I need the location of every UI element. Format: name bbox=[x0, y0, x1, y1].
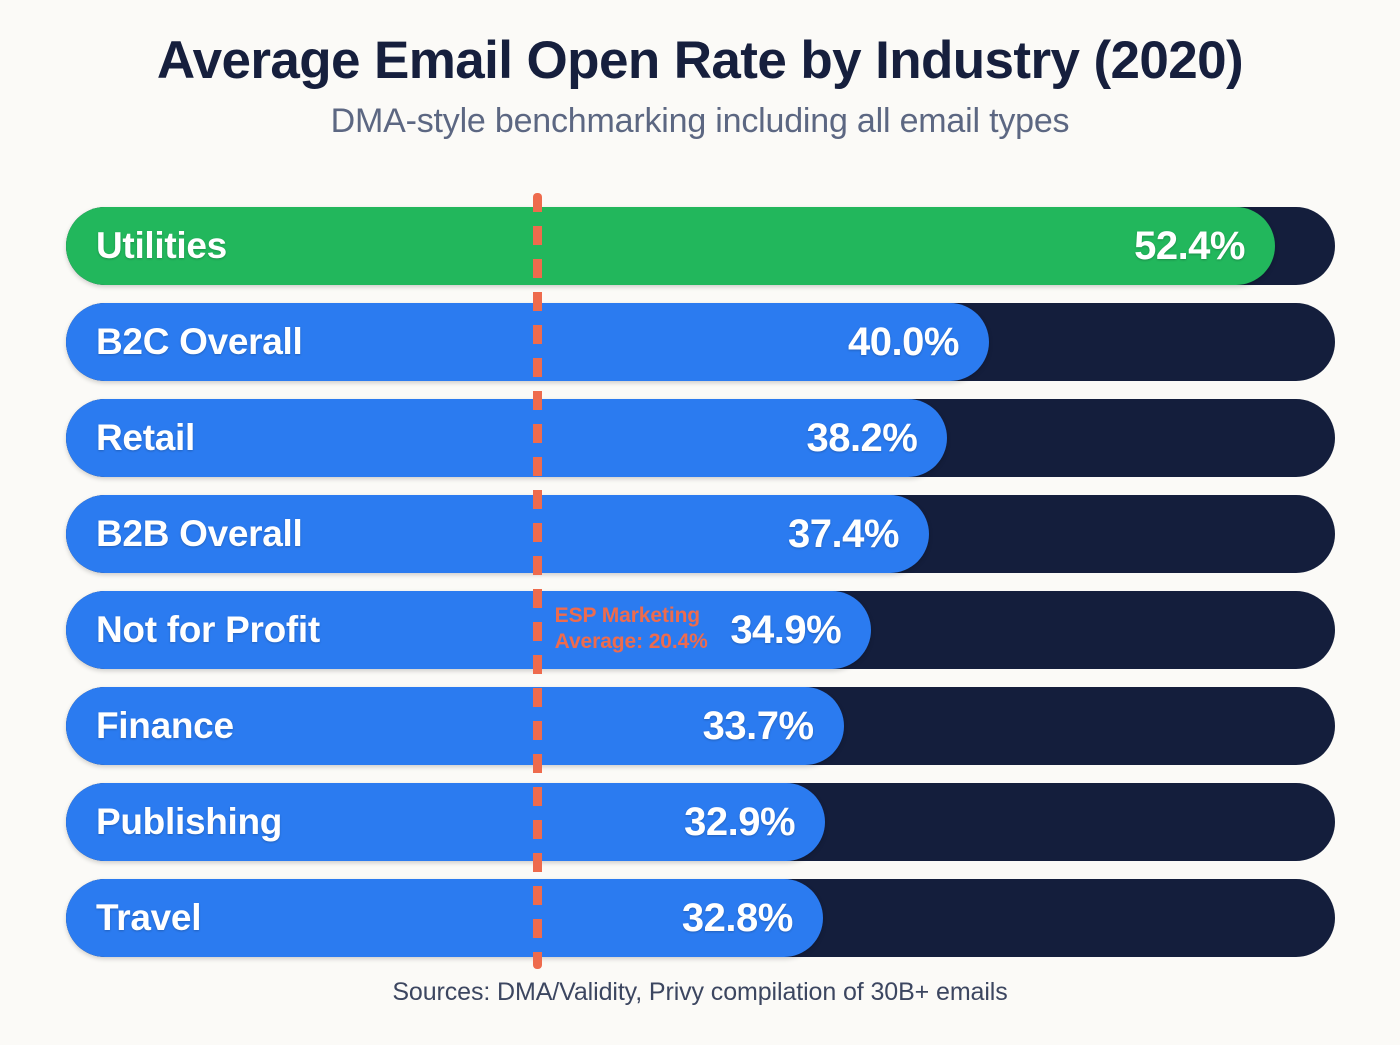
bar-fill bbox=[66, 303, 989, 381]
bar-value-label: 38.2% bbox=[806, 416, 918, 460]
bar-category-label: B2C Overall bbox=[96, 321, 303, 362]
bar-value-label: 34.9% bbox=[730, 608, 842, 652]
bar-fill bbox=[66, 207, 1275, 285]
bar-fill bbox=[66, 591, 872, 669]
bar-fill bbox=[66, 879, 823, 957]
bar-category-label: B2B Overall bbox=[96, 513, 303, 554]
bar-value-label: 32.8% bbox=[681, 896, 793, 940]
bar-row[interactable]: Not for Profit 34.9% bbox=[66, 591, 1335, 669]
esp-average-annotation: ESP Marketing Average: 20.4% bbox=[555, 603, 708, 654]
bar-fill bbox=[66, 687, 844, 765]
bar-fill bbox=[66, 399, 948, 477]
bar-value-label: 32.9% bbox=[684, 800, 796, 844]
bar-row[interactable]: Publishing 32.9% bbox=[66, 783, 1335, 861]
bar-category-label: Travel bbox=[96, 897, 202, 938]
chart-header: Average Email Open Rate by Industry (202… bbox=[0, 0, 1400, 141]
bar-row[interactable]: Utilities 52.4% bbox=[66, 207, 1335, 285]
bar-category-label: Not for Profit bbox=[96, 609, 320, 650]
page-title: Average Email Open Rate by Industry (202… bbox=[156, 31, 1244, 90]
bar-category-label: Utilities bbox=[96, 225, 227, 266]
bar-category-label: Finance bbox=[96, 705, 234, 746]
esp-average-reference-line bbox=[532, 193, 542, 969]
chart-source-note: Sources: DMA/Validity, Privy compilation… bbox=[392, 978, 1008, 1006]
chart-subtitle: DMA-style benchmarking including all ema… bbox=[330, 102, 1070, 141]
bar-row[interactable]: Finance 33.7% bbox=[66, 687, 1335, 765]
bar-category-label: Publishing bbox=[96, 801, 283, 842]
bar-value-label: 33.7% bbox=[702, 704, 814, 748]
bar-value-label: 40.0% bbox=[847, 320, 959, 364]
bar-value-label: 37.4% bbox=[787, 512, 899, 556]
bar-row[interactable]: Travel 32.8% bbox=[66, 879, 1335, 957]
annotation-line-1: ESP Marketing bbox=[554, 604, 701, 627]
bar-row[interactable]: B2B Overall 37.4% bbox=[66, 495, 1335, 573]
bar-row[interactable]: B2C Overall 40.0% bbox=[66, 303, 1335, 381]
bar-chart-plot-area: Utilities 52.4% B2C Overall 40.0% Retail 38.2… bbox=[66, 193, 1335, 969]
bar-fill bbox=[66, 783, 826, 861]
annotation-line-2: Average: 20.4% bbox=[554, 629, 708, 653]
bar-fill bbox=[66, 495, 929, 573]
bar-category-label: Retail bbox=[96, 417, 195, 458]
bar-row[interactable]: Retail 38.2% bbox=[66, 399, 1335, 477]
bar-value-label: 52.4% bbox=[1134, 224, 1245, 268]
